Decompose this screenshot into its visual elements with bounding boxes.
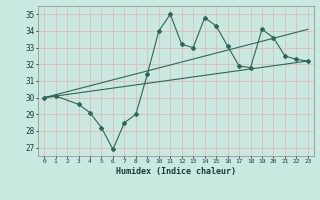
- X-axis label: Humidex (Indice chaleur): Humidex (Indice chaleur): [116, 167, 236, 176]
